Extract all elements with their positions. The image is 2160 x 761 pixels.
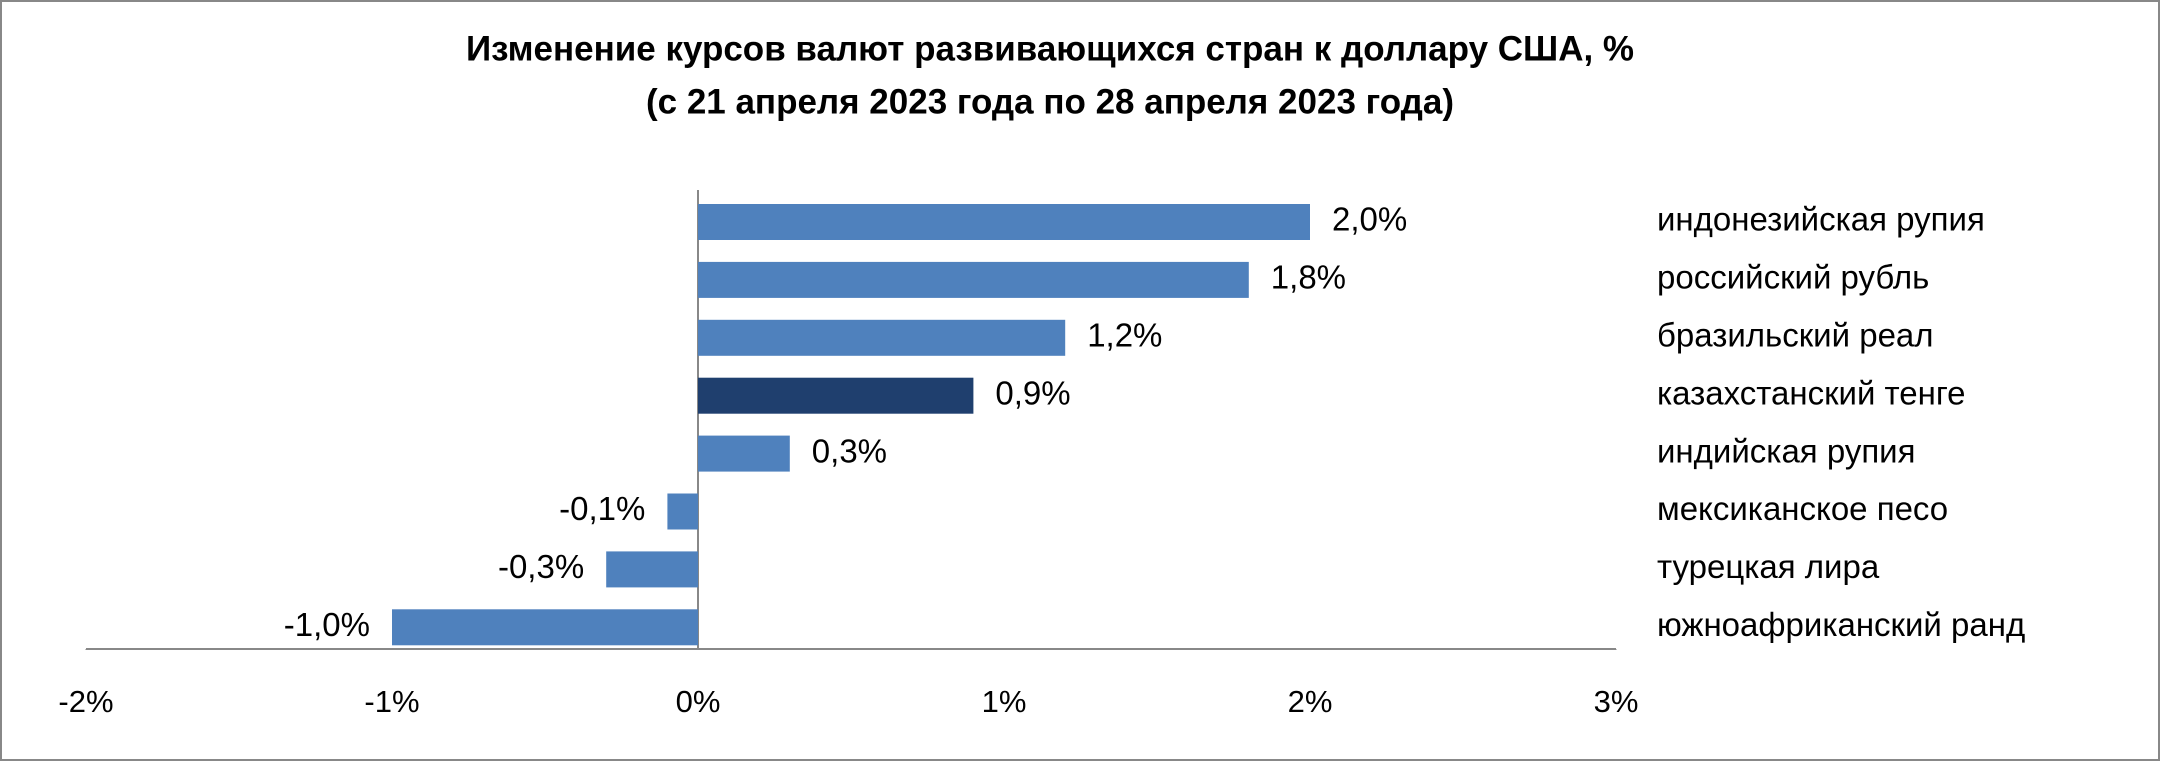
bar: [392, 609, 698, 646]
bar: [698, 319, 1066, 356]
x-tick-label: -1%: [364, 684, 419, 719]
category-label: бразильский реал: [1657, 317, 1934, 354]
category-label: индонезийская рупия: [1657, 201, 1985, 238]
x-tick-label: 3%: [1594, 684, 1639, 719]
chart-subtitle: (с 21 апреля 2023 года по 28 апреля 2023…: [646, 82, 1454, 121]
bar: [667, 493, 698, 530]
bar: [698, 435, 790, 472]
value-label: -1,0%: [284, 606, 370, 643]
value-label: -0,3%: [498, 548, 584, 585]
category-label: мексиканское песо: [1657, 490, 1948, 527]
value-label: 1,2%: [1087, 317, 1162, 354]
bar: [698, 261, 1249, 298]
category-label: южноафриканский ранд: [1657, 606, 2025, 643]
x-tick-label: -2%: [58, 684, 113, 719]
value-label: 0,3%: [812, 432, 887, 469]
x-tick-label: 1%: [982, 684, 1027, 719]
value-label: 0,9%: [995, 374, 1070, 411]
category-label: казахстанский тенге: [1657, 374, 1966, 411]
x-tick-label: 2%: [1288, 684, 1333, 719]
category-label: индийская рупия: [1657, 432, 1916, 469]
bar: [698, 204, 1310, 240]
category-label: турецкая лира: [1657, 548, 1880, 585]
value-label: -0,1%: [559, 490, 645, 527]
bar: [606, 551, 698, 588]
value-label: 2,0%: [1332, 201, 1407, 238]
value-label: 1,8%: [1271, 259, 1346, 296]
x-tick-label: 0%: [676, 684, 721, 719]
bar: [698, 377, 974, 414]
chart-title: Изменение курсов валют развивающихся стр…: [466, 29, 1634, 68]
category-label: российский рубль: [1657, 259, 1929, 296]
